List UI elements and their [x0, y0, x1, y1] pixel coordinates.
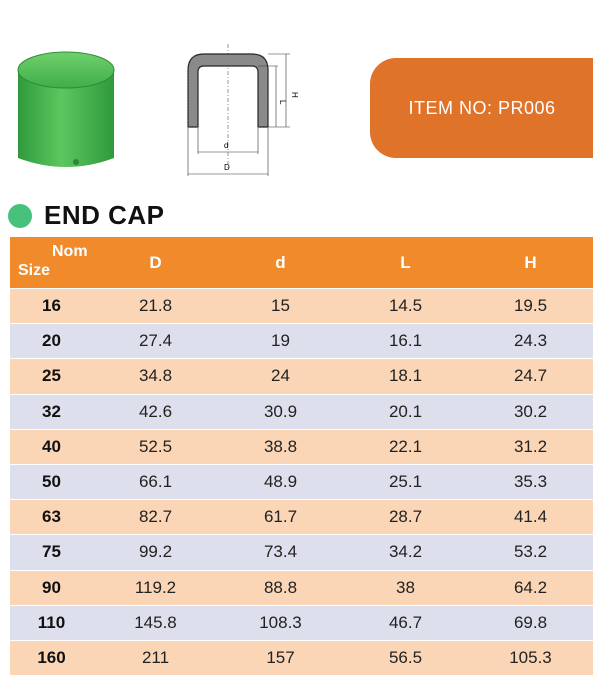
size-cell: 160	[10, 640, 93, 675]
d-inner-cell: 15	[218, 289, 343, 324]
d-outer-cell: 82.7	[93, 500, 218, 535]
header-nom: Nom	[52, 243, 88, 261]
dim-label-h: H	[290, 92, 299, 98]
size-cell: 40	[10, 429, 93, 464]
h-cell: 35.3	[468, 464, 593, 499]
h-cell: 105.3	[468, 640, 593, 675]
h-cell: 19.5	[468, 289, 593, 324]
section-heading: END CAP	[8, 200, 165, 231]
d-outer-cell: 145.8	[93, 605, 218, 640]
l-cell: 18.1	[343, 359, 468, 394]
d-outer-cell: 52.5	[93, 429, 218, 464]
h-cell: 24.3	[468, 324, 593, 359]
d-outer-cell: 34.8	[93, 359, 218, 394]
size-cell: 63	[10, 500, 93, 535]
d-inner-cell: 48.9	[218, 464, 343, 499]
bullet-dot-icon	[8, 204, 32, 228]
d-inner-cell: 88.8	[218, 570, 343, 605]
d-outer-cell: 119.2	[93, 570, 218, 605]
d-inner-cell: 30.9	[218, 394, 343, 429]
l-cell: 14.5	[343, 289, 468, 324]
d-outer-cell: 66.1	[93, 464, 218, 499]
d-outer-cell: 42.6	[93, 394, 218, 429]
dim-label-d-inner: d	[224, 141, 228, 150]
d-inner-cell: 61.7	[218, 500, 343, 535]
dimension-diagram: H L d D	[180, 42, 300, 182]
table-header-row: Nom Size D d L H	[10, 237, 593, 289]
d-outer-cell: 211	[93, 640, 218, 675]
h-cell: 30.2	[468, 394, 593, 429]
size-cell: 90	[10, 570, 93, 605]
l-cell: 46.7	[343, 605, 468, 640]
end-cap-photo	[12, 40, 120, 180]
page-title: END CAP	[44, 200, 165, 231]
d-inner-cell: 38.8	[218, 429, 343, 464]
d-inner-cell: 19	[218, 324, 343, 359]
size-cell: 50	[10, 464, 93, 499]
l-cell: 34.2	[343, 535, 468, 570]
d-inner-cell: 73.4	[218, 535, 343, 570]
size-cell: 75	[10, 535, 93, 570]
h-cell: 41.4	[468, 500, 593, 535]
item-number-badge: ITEM NO: PR006	[370, 58, 593, 158]
size-cell: 110	[10, 605, 93, 640]
dim-label-l: L	[278, 100, 287, 105]
d-inner-cell: 24	[218, 359, 343, 394]
h-cell: 64.2	[468, 570, 593, 605]
d-outer-cell: 99.2	[93, 535, 218, 570]
size-cell: 32	[10, 394, 93, 429]
l-cell: 28.7	[343, 500, 468, 535]
header-size: Size	[18, 262, 50, 280]
l-cell: 38	[343, 570, 468, 605]
h-cell: 53.2	[468, 535, 593, 570]
size-cell: 16	[10, 289, 93, 324]
size-cell: 25	[10, 359, 93, 394]
item-number-label: ITEM NO: PR006	[408, 98, 555, 119]
h-cell: 31.2	[468, 429, 593, 464]
size-cell: 20	[10, 324, 93, 359]
d-outer-cell: 27.4	[93, 324, 218, 359]
l-cell: 16.1	[343, 324, 468, 359]
header-h: H	[468, 237, 593, 289]
d-inner-cell: 157	[218, 640, 343, 675]
l-cell: 56.5	[343, 640, 468, 675]
l-cell: 22.1	[343, 429, 468, 464]
d-outer-cell: 21.8	[93, 289, 218, 324]
h-cell: 24.7	[468, 359, 593, 394]
header-d-outer: D	[93, 237, 218, 289]
dim-label-d-outer: D	[224, 163, 230, 172]
d-inner-cell: 108.3	[218, 605, 343, 640]
header-nom-size: Nom Size	[10, 237, 93, 289]
l-cell: 25.1	[343, 464, 468, 499]
header-l: L	[343, 237, 468, 289]
h-cell: 69.8	[468, 605, 593, 640]
l-cell: 20.1	[343, 394, 468, 429]
header-d-inner: d	[218, 237, 343, 289]
